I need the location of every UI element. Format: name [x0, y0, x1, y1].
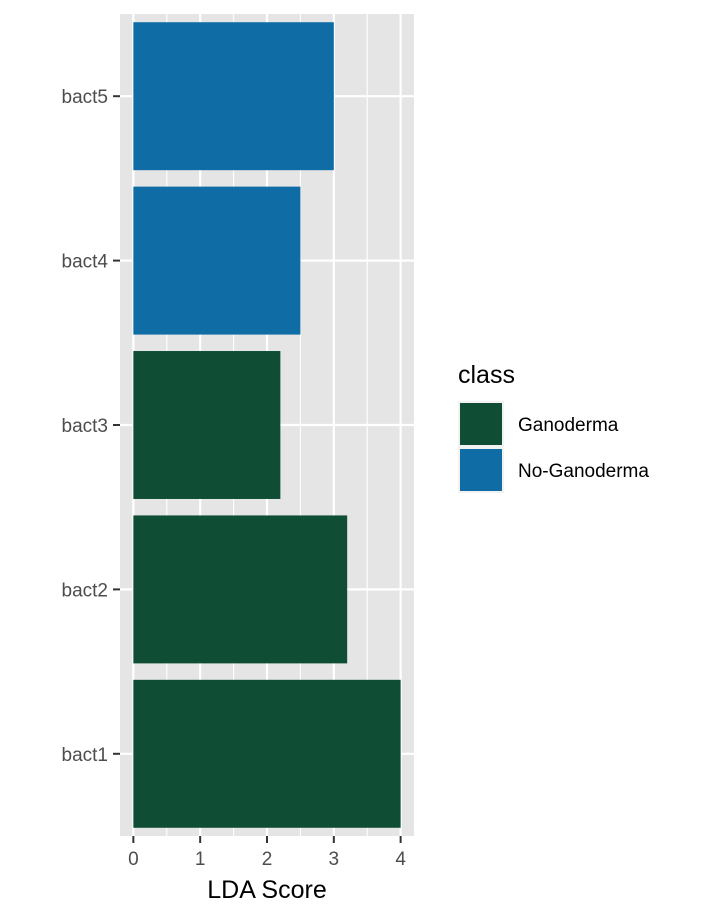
bar-bact5: [133, 22, 334, 171]
legend-key-swatch: [460, 449, 502, 491]
x-tick-label: 1: [195, 849, 206, 870]
bar-bact4: [133, 186, 301, 335]
bar-bact2: [133, 515, 348, 664]
y-tick-label: bact5: [62, 87, 108, 108]
x-axis-title: LDA Score: [207, 876, 327, 904]
legend: class Ganoderma No-Ganoderma: [458, 361, 649, 493]
y-tick-label: bact3: [62, 416, 108, 437]
x-tick-label: 0: [128, 849, 139, 870]
x-tick-label: 3: [329, 849, 340, 870]
legend-title: class: [458, 361, 515, 389]
y-tick-label: bact4: [62, 252, 109, 273]
x-tick-label: 2: [262, 849, 273, 870]
y-tick-label: bact1: [62, 745, 108, 766]
y-tick-label: bact2: [62, 580, 108, 601]
legend-key-swatch: [460, 403, 502, 445]
bars: [133, 22, 401, 828]
bar-bact1: [133, 679, 401, 828]
x-tick-label: 4: [395, 849, 406, 870]
bar-bact3: [133, 351, 281, 499]
x-axis: 0 1 2 3 4: [128, 836, 406, 870]
legend-label: Ganoderma: [518, 415, 619, 436]
legend-label: No-Ganoderma: [518, 461, 649, 482]
y-axis: bact1 bact2 bact3 bact4 bact5: [62, 87, 120, 766]
